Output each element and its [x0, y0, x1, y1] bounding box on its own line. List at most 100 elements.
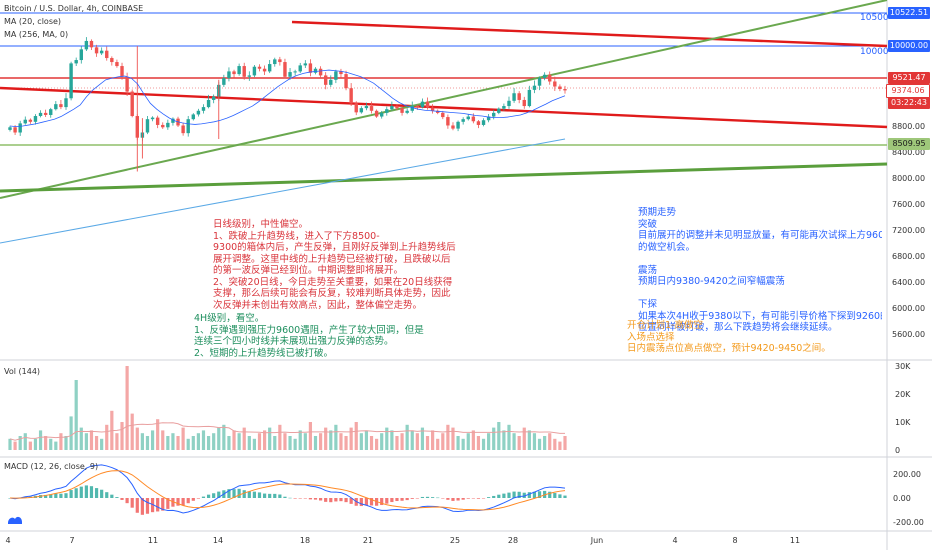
price-tag: 10522.51	[888, 7, 930, 19]
candle	[99, 47, 104, 56]
volume-bar	[507, 424, 511, 450]
volume-bar	[105, 424, 109, 450]
volume-bar	[201, 430, 206, 450]
x-tick-label: 28	[508, 536, 518, 545]
macd-histogram-bar	[135, 498, 139, 513]
trend-line-green-rising[interactable]	[0, 0, 888, 199]
macd-histogram-bar	[369, 498, 374, 506]
macd-histogram-bar	[395, 498, 399, 502]
volume-bar	[120, 422, 124, 450]
volume-legend[interactable]: Vol (144)	[4, 367, 41, 376]
candle-body	[369, 106, 374, 111]
candle	[369, 101, 374, 114]
candle-body	[110, 58, 114, 63]
candle	[476, 119, 481, 129]
candle-body	[18, 123, 22, 133]
annotation-daily[interactable]: 日线级别，中性偏空。 1、跌破上升趋势线，进入了下方8500- 9300的箱体内…	[213, 219, 456, 311]
candle-body	[23, 119, 27, 124]
annotation-expectation[interactable]: 预期走势 突破 目前展开的调整并未见明显放量，有可能再次试探上方9600的 的做…	[638, 207, 882, 333]
candle-body	[344, 74, 348, 89]
volume-bar	[436, 438, 440, 450]
volume-bar	[59, 433, 63, 450]
candle-body	[456, 121, 460, 129]
volume-bar	[375, 438, 379, 450]
macd-histogram-bar	[502, 493, 506, 498]
volume-bar	[318, 433, 323, 450]
volume-bar	[74, 380, 78, 450]
trend-line-green-long[interactable]	[0, 162, 888, 193]
volume-bar	[217, 427, 221, 450]
macd-histogram-bar	[161, 498, 165, 511]
price-tag: 9374.06	[886, 84, 930, 98]
x-tick-label: 21	[363, 536, 373, 545]
candle	[115, 59, 119, 68]
trend-line-red-upper[interactable]	[291, 20, 888, 48]
volume-bar	[308, 422, 313, 450]
candle	[38, 110, 43, 118]
volume-bar	[288, 436, 292, 450]
candle	[79, 46, 83, 64]
candle	[486, 113, 491, 123]
volume-bar	[349, 427, 353, 450]
candle	[400, 106, 404, 116]
candle	[522, 96, 526, 109]
level-label-10500: 10500	[860, 13, 889, 23]
volume-bar	[130, 413, 134, 450]
trend-line-red-lower[interactable]	[0, 86, 888, 129]
candle	[436, 109, 440, 115]
candle-body	[145, 119, 150, 133]
candle	[481, 118, 486, 127]
candle-body	[441, 112, 445, 118]
ma20-line	[9, 69, 566, 128]
macd-histogram-bar	[100, 489, 104, 498]
volume-bar	[385, 427, 389, 450]
candle-body	[303, 63, 308, 66]
level-label-10000: 10000	[860, 47, 889, 57]
candle-body	[517, 93, 521, 100]
macd-histogram-bar	[522, 492, 526, 498]
macd-histogram-bar	[481, 498, 486, 499]
candle-body	[237, 66, 241, 75]
candle	[410, 101, 414, 113]
candle-body	[69, 63, 73, 99]
macd-histogram-bar	[476, 498, 481, 499]
candle	[161, 122, 165, 129]
symbol-title[interactable]: Bitcoin / U.S. Dollar, 4h, COINBASE	[4, 4, 144, 13]
candle	[313, 67, 318, 75]
volume-bar	[262, 430, 267, 450]
candle	[171, 117, 175, 126]
candle	[456, 120, 460, 132]
candle-body	[191, 114, 196, 120]
candle	[318, 66, 323, 79]
candle-body	[446, 117, 450, 126]
ma20-legend[interactable]: MA (20, close)	[4, 17, 62, 26]
candle-body	[33, 116, 38, 122]
candle	[308, 59, 313, 77]
macd-histogram-bar	[49, 494, 53, 498]
volume-tick-label: 30K	[895, 362, 911, 371]
macd-histogram-bar	[171, 498, 175, 507]
ma256-legend[interactable]: MA (256, MA, 0)	[4, 30, 69, 39]
volume-bar	[191, 436, 195, 450]
y-tick-label: 6800.00	[892, 252, 925, 261]
candle	[527, 85, 532, 108]
annotation-4h[interactable]: 4H级别，看空。 1、反弹遇到强压力9600遇阻，产生了较大回调，但是 连续三个…	[194, 313, 424, 359]
macd-histogram-bar	[298, 498, 302, 499]
candle-body	[186, 119, 190, 134]
candle	[222, 74, 226, 87]
annotation-plan[interactable]: 开仓计划1-高做空 入场点选择 日内震荡点位高点做空，预计9420-9450之间…	[627, 320, 831, 354]
candle	[105, 46, 109, 61]
macd-histogram-bar	[247, 491, 251, 498]
volume-bar	[324, 427, 328, 450]
volume-bar	[84, 433, 88, 450]
candle-body	[99, 50, 104, 54]
macd-legend[interactable]: MACD (12, 26, close, 9)	[4, 462, 99, 471]
volume-bar	[38, 430, 43, 450]
volume-bar	[390, 430, 394, 450]
volume-bar	[339, 433, 343, 450]
tradingview-logo-icon[interactable]	[6, 512, 24, 526]
candle-body	[364, 106, 369, 109]
candle-body	[242, 66, 246, 77]
candle	[181, 122, 185, 136]
